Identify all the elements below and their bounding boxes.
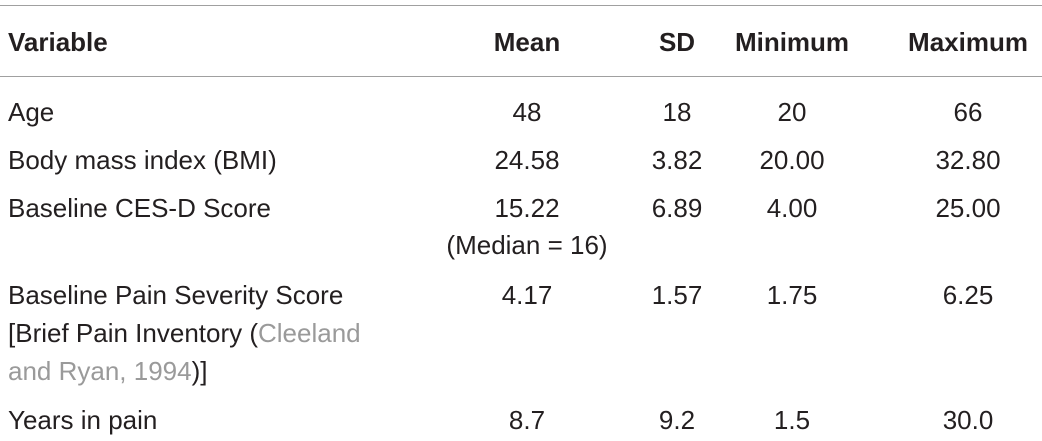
maximum-cell: 25.00 <box>935 193 1001 223</box>
sd-cell: 6.89 <box>651 193 703 223</box>
text-segment: Baseline Pain Severity Score <box>8 280 344 310</box>
minimum-cell: 20 <box>777 97 807 127</box>
text-segment: [Brief Pain Inventory ( <box>8 318 258 348</box>
column-header: SD <box>658 27 696 57</box>
sd-cell: 1.57 <box>651 280 703 310</box>
variable-cell: Body mass index (BMI) <box>8 145 277 175</box>
top-rule <box>0 5 1042 6</box>
maximum-cell: 30.0 <box>942 405 994 435</box>
sd-cell: 9.2 <box>658 405 696 435</box>
header-rule <box>0 76 1042 77</box>
maximum-cell: 32.80 <box>935 145 1001 175</box>
column-header: Maximum <box>908 27 1028 57</box>
variable-cell: Age <box>8 97 55 127</box>
variable-cell: Years in pain <box>8 405 158 435</box>
minimum-cell: 1.75 <box>766 280 818 310</box>
variable-line: [Brief Pain Inventory (Cleeland <box>8 318 361 348</box>
text-segment: )] <box>191 356 208 386</box>
variable-cell: Baseline CES-D Score <box>8 193 271 223</box>
minimum-cell: 1.5 <box>773 405 811 435</box>
citation-link[interactable]: Cleeland <box>258 318 361 348</box>
citation-link[interactable]: and Ryan, 1994 <box>8 356 192 386</box>
mean-cell: 15.22 <box>494 193 560 223</box>
column-header: Variable <box>8 27 108 57</box>
mean-cell: 24.58 <box>494 145 560 175</box>
minimum-cell: 4.00 <box>766 193 818 223</box>
mean-cell: 8.7 <box>508 405 546 435</box>
sd-cell: 3.82 <box>651 145 703 175</box>
maximum-cell: 66 <box>953 97 983 127</box>
sd-cell: 18 <box>662 97 692 127</box>
variable-line: and Ryan, 1994)] <box>8 356 207 386</box>
mean-note: (Median = 16) <box>446 230 608 260</box>
variable-line: Baseline Pain Severity Score <box>8 280 343 310</box>
column-header: Mean <box>493 27 561 57</box>
mean-cell: 4.17 <box>501 280 553 310</box>
maximum-cell: 6.25 <box>942 280 994 310</box>
minimum-cell: 20.00 <box>759 145 825 175</box>
column-header: Minimum <box>734 27 850 57</box>
mean-cell: 48 <box>512 97 542 127</box>
